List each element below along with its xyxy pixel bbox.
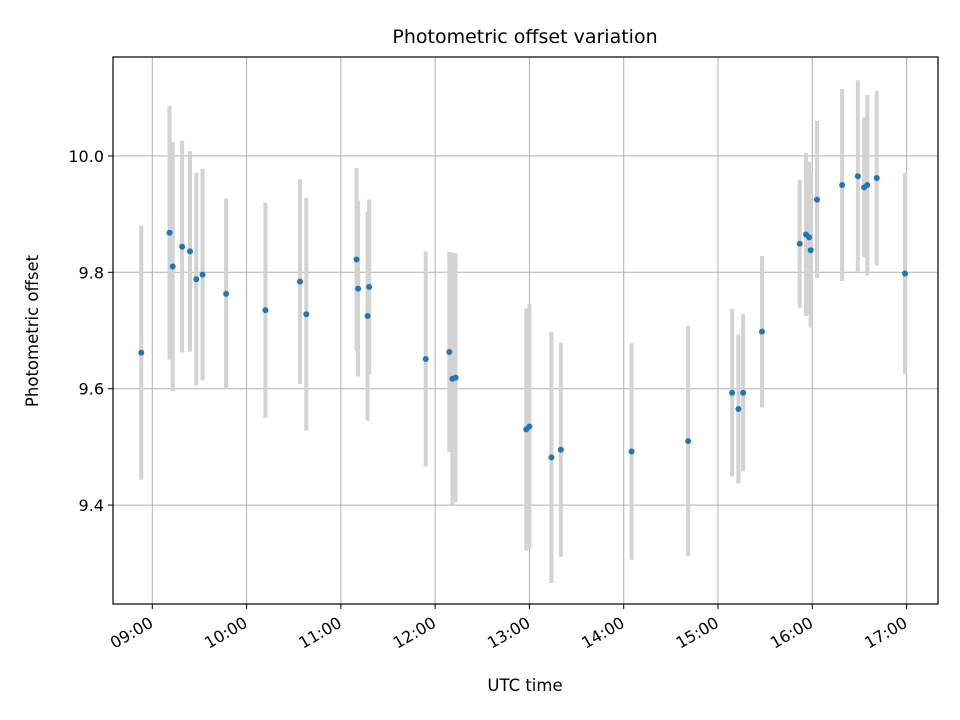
- data-point: [353, 256, 360, 263]
- data-point: [807, 247, 814, 254]
- chart-title: Photometric offset variation: [392, 26, 657, 48]
- plot-frame: [112, 56, 939, 605]
- data-point: [796, 240, 803, 247]
- data-point: [864, 182, 871, 189]
- y-axis-ticks: 9.4 9.6 9.8 10.0: [68, 147, 113, 515]
- data-point: [179, 243, 186, 250]
- data-point: [759, 328, 765, 335]
- data-point: [366, 283, 373, 290]
- data-point: [735, 406, 742, 413]
- y-tick-label: 10.0: [68, 147, 104, 166]
- data-point: [814, 196, 820, 203]
- data-point: [548, 454, 555, 461]
- data-point: [685, 438, 692, 445]
- data-point: [740, 389, 747, 396]
- data-point: [806, 234, 813, 241]
- data-point: [364, 312, 371, 319]
- data-point: [729, 389, 736, 396]
- data-point: [452, 374, 459, 381]
- data-point: [526, 423, 533, 430]
- data-point: [355, 285, 362, 292]
- y-axis-label: Photometric offset: [23, 254, 42, 407]
- data-point: [297, 278, 303, 285]
- data-point: [839, 182, 846, 189]
- data-point: [873, 175, 880, 182]
- data-point: [628, 448, 635, 455]
- data-point: [902, 270, 908, 277]
- data-point: [193, 276, 200, 283]
- data-point: [138, 349, 145, 356]
- data-points: [138, 173, 908, 461]
- data-point: [422, 356, 429, 363]
- data-point: [223, 290, 230, 297]
- data-point: [199, 271, 206, 278]
- data-point: [166, 229, 173, 236]
- data-point: [446, 349, 453, 356]
- y-tick-label: 9.8: [79, 263, 104, 282]
- data-point: [262, 307, 269, 314]
- data-point: [854, 173, 861, 180]
- data-point: [303, 311, 310, 318]
- data-point: [169, 263, 176, 270]
- x-axis-label: UTC time: [487, 676, 562, 695]
- y-tick-label: 9.6: [79, 380, 104, 399]
- y-tick-label: 9.4: [79, 496, 104, 515]
- data-point: [187, 248, 193, 255]
- data-point: [557, 446, 564, 453]
